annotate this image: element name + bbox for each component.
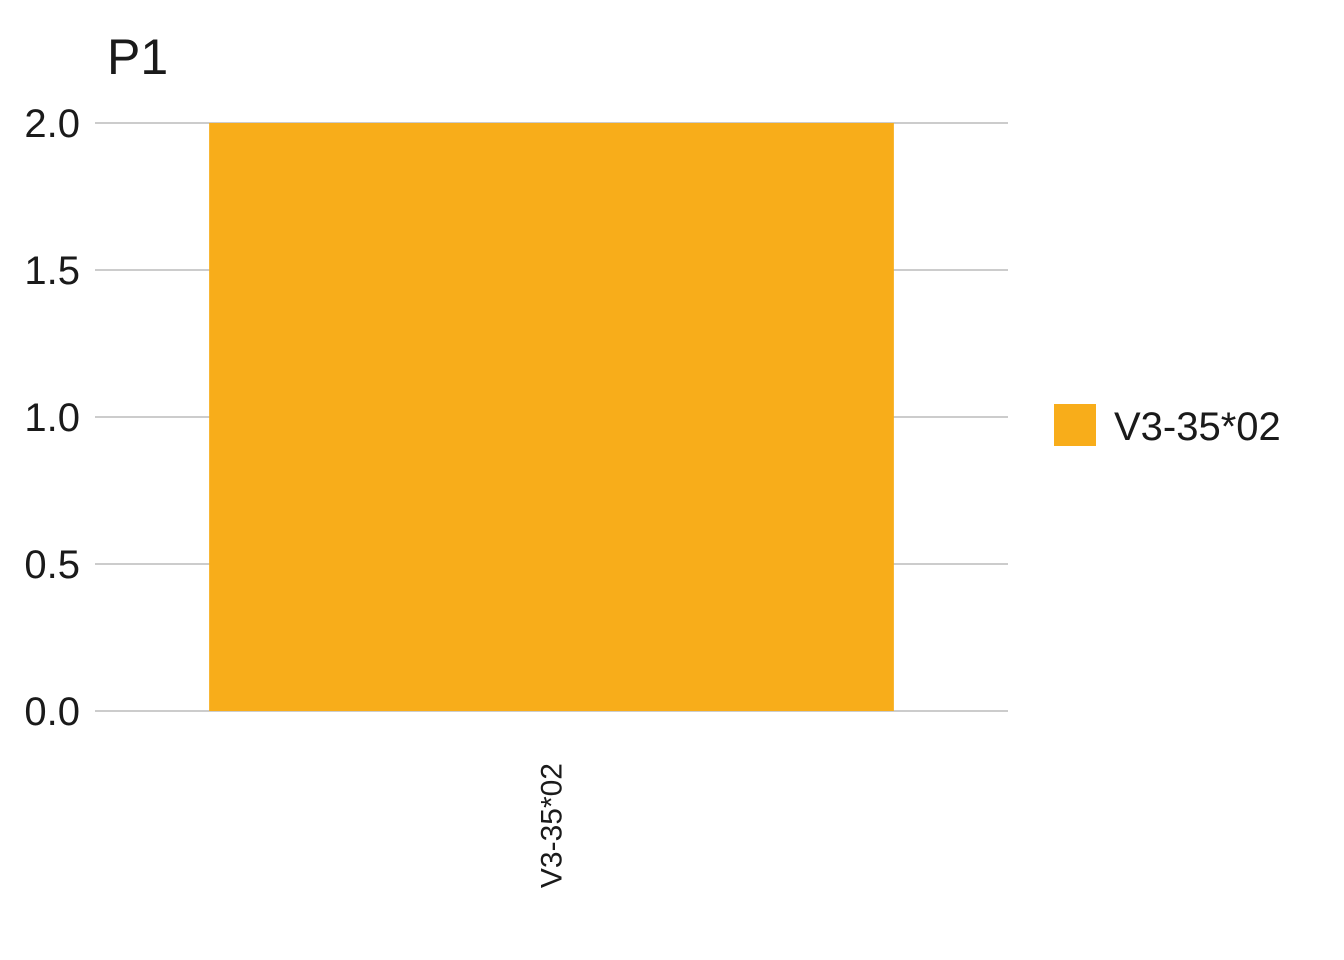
bars [209,123,894,711]
y-tick-label: 1.0 [24,396,80,440]
y-tick-label: 2.0 [24,102,80,146]
chart-title: P1 [107,29,168,85]
legend: V3-35*02 [1054,404,1281,449]
y-tick-label: 0.5 [24,543,80,587]
x-tick-label: V3-35*02 [536,763,569,888]
legend-swatch [1054,404,1096,446]
y-axis-tick-labels: 0.0 0.5 1.0 1.5 2.0 [24,102,80,734]
legend-label: V3-35*02 [1114,405,1281,449]
x-axis-tick-labels: V3-35*02 [536,763,569,888]
y-tick-label: 0.0 [24,690,80,734]
y-tick-label: 1.5 [24,249,80,293]
bar [209,123,894,711]
